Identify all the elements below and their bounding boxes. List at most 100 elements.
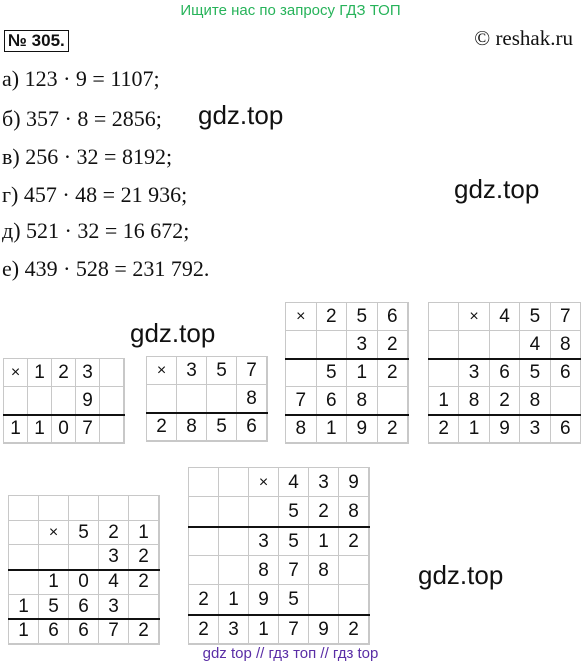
grid-521x32: × 5 2 1 3 2 1 0 4 2 1 5 6 3 1 6 6 7 2	[8, 495, 160, 645]
grid-cell: 2	[429, 415, 460, 443]
grid-cell	[9, 520, 39, 546]
grid-cell: 2	[99, 520, 129, 546]
grid-cell: 2	[309, 497, 339, 527]
grid-cell: 3	[520, 415, 551, 443]
grid-cell	[377, 387, 408, 415]
grid-cell: 5	[520, 359, 551, 387]
grid-cell: 7	[279, 614, 309, 644]
grid-256x32: × 2 5 6 3 2 5 1 2 7 6 8 8 1 9 2	[285, 302, 409, 444]
grid-cell: 1	[9, 594, 39, 620]
grid-cell: 5	[207, 357, 237, 385]
grid-357x8: × 3 5 7 8 2 8 5 6	[146, 356, 268, 442]
grid-cell: 5	[279, 497, 309, 527]
grid-cell	[100, 415, 124, 443]
grid-cell	[207, 385, 237, 413]
grid-cell	[249, 497, 279, 527]
grid-cell	[99, 496, 129, 521]
grid-cell: 8	[249, 556, 279, 586]
equation-g: г) 457 · 48 = 21 936;	[2, 182, 188, 207]
grid-cell: 9	[309, 614, 339, 644]
multiply-sign: ×	[286, 303, 317, 331]
grid-cell: 2	[129, 570, 159, 595]
grid-cell: 1	[129, 520, 159, 546]
grid-cell	[550, 387, 581, 415]
grid-cell: 1	[28, 415, 52, 443]
grid-cell: 3	[177, 357, 207, 385]
grid-123x9: × 1 2 3 9 1 1 0 7	[3, 358, 125, 444]
grid-cell: 4	[520, 331, 551, 359]
grid-cell: 3	[99, 594, 129, 620]
grid-cell: 3	[459, 359, 490, 387]
grid-cell: 7	[237, 357, 267, 385]
grid-cell: 5	[279, 526, 309, 556]
sum-line	[428, 414, 581, 416]
watermark: gdz.top	[418, 560, 504, 590]
equation-v: в) 256 · 32 = 8192;	[2, 144, 173, 169]
grid-cell: 3	[219, 614, 249, 644]
grid-cell: 3	[249, 526, 279, 556]
grid-cell: 1	[459, 415, 490, 443]
grid-cell: 1	[4, 415, 28, 443]
grid-cell: 5	[347, 303, 378, 331]
grid-cell: 3	[99, 545, 129, 570]
grid-cell: 9	[347, 415, 378, 443]
grid-cell: 1	[39, 570, 69, 595]
grid-cell: 2	[129, 619, 159, 644]
grid-cell: 6	[69, 594, 99, 620]
grid-cell: 2	[129, 545, 159, 570]
grid-cell	[339, 585, 369, 615]
grid-cell	[39, 545, 69, 570]
grid-cell	[177, 385, 207, 413]
grid-cell	[52, 387, 76, 415]
grid-cell	[69, 545, 99, 570]
watermark: gdz.top	[454, 174, 540, 204]
grid-cell	[100, 387, 124, 415]
multiply-sign: ×	[39, 520, 69, 546]
grid-cell: 3	[347, 331, 378, 359]
grid-cell	[9, 496, 39, 521]
grid-cell: 1	[219, 585, 249, 615]
grid-cell: 1	[347, 359, 378, 387]
grid-cell: 9	[339, 468, 369, 498]
grid-cell: 6	[377, 303, 408, 331]
grid-cell	[189, 497, 219, 527]
grid-cell	[286, 331, 317, 359]
sum-line	[188, 613, 370, 616]
grid-cell: 2	[377, 331, 408, 359]
grid-cell	[39, 496, 69, 521]
sum-line	[8, 618, 160, 621]
grid-cell: 2	[489, 387, 521, 415]
grid-cell	[429, 303, 460, 331]
grid-cell: 8	[286, 415, 317, 443]
grid-cell: 8	[550, 331, 581, 359]
copyright-text: © reshak.ru	[474, 26, 573, 50]
grid-cell: 9	[76, 387, 100, 415]
grid-cell: 8	[339, 497, 369, 527]
grid-cell	[9, 545, 39, 570]
grid-cell: 6	[489, 359, 521, 387]
grid-cell: 7	[279, 556, 309, 586]
top-banner: Ищите нас по запросу ГДЗ ТОП	[180, 2, 401, 19]
grid-cell: 5	[520, 303, 551, 331]
grid-cell: 6	[550, 415, 581, 443]
sum-line	[285, 414, 409, 416]
grid-cell	[219, 556, 249, 586]
equation-d: д) 521 · 32 = 16 672;	[2, 218, 190, 243]
grid-cell: 2	[189, 614, 219, 644]
equation-a: а) 123 · 9 = 1107;	[2, 66, 160, 91]
grid-cell: 5	[207, 413, 237, 441]
sum-line	[8, 569, 160, 571]
task-number: № 305.	[4, 30, 69, 52]
grid-cell	[147, 385, 177, 413]
grid-cell	[429, 331, 460, 359]
grid-cell	[189, 526, 219, 556]
watermark: gdz.top	[198, 100, 284, 130]
grid-cell: 8	[177, 413, 207, 441]
sum-line	[146, 412, 268, 414]
grid-cell: 7	[286, 387, 317, 415]
grid-cell	[69, 496, 99, 521]
grid-cell: 4	[99, 570, 129, 595]
multiply-sign: ×	[249, 468, 279, 498]
grid-cell: 0	[52, 415, 76, 443]
grid-cell: 6	[550, 359, 581, 387]
